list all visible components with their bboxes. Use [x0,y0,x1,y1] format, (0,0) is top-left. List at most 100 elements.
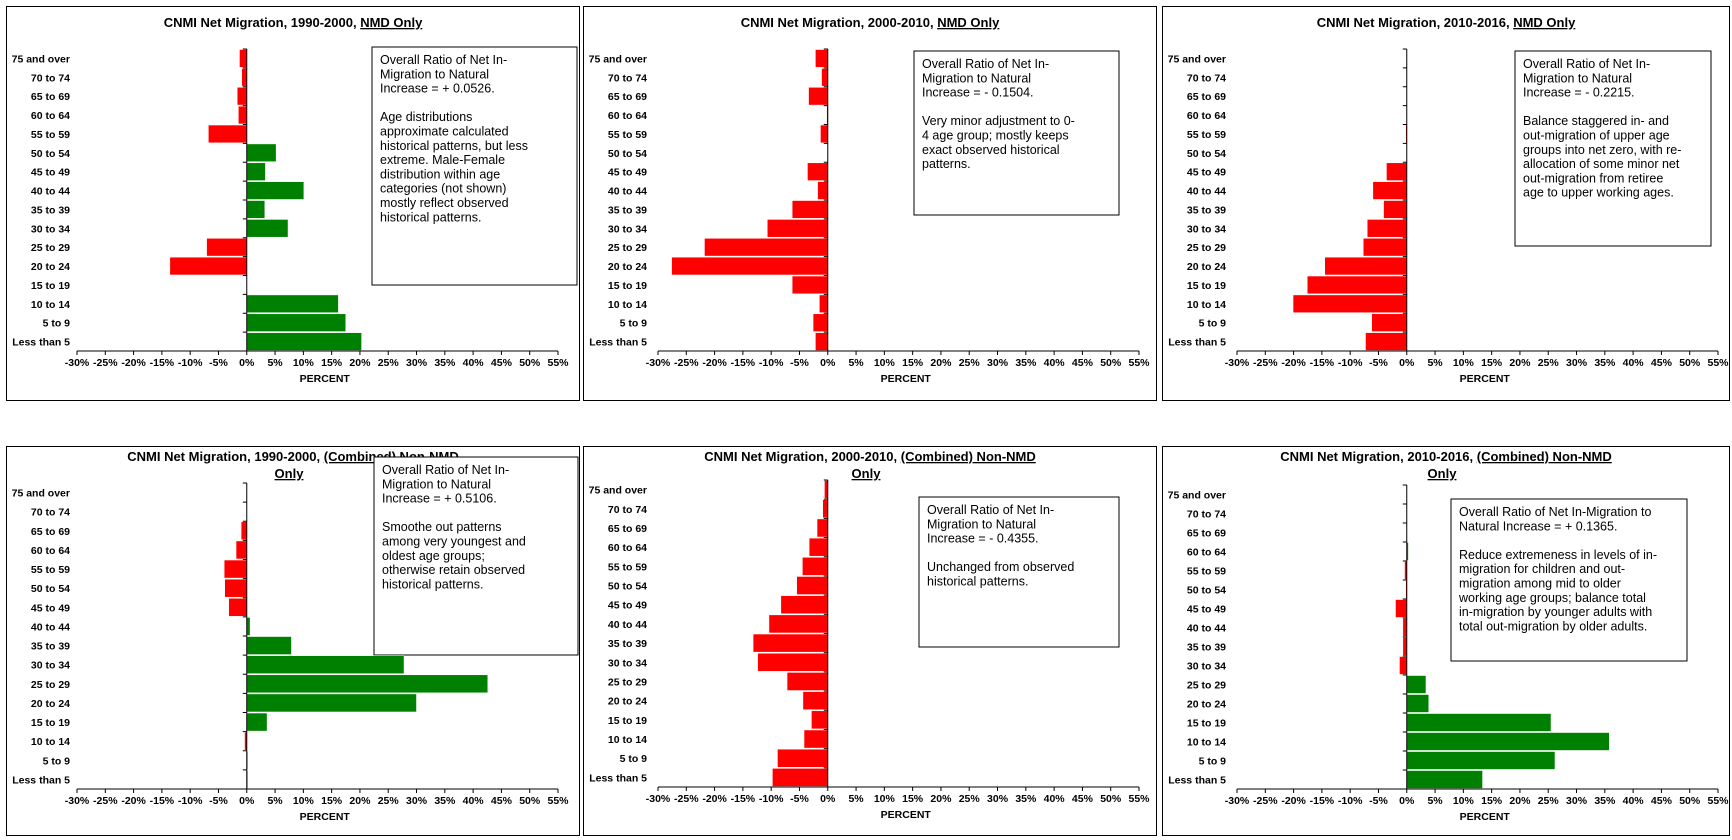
category-label: 15 to 19 [1187,718,1226,730]
category-label: 75 and over [589,485,647,497]
bar-13 [803,729,829,749]
x-tick-label: -20% [121,795,146,807]
category-label: 75 and over [12,488,70,500]
x-tick-label: 15% [1481,795,1503,807]
note-text: Overall Ratio of Net In-Migration to Nat… [380,53,528,224]
x-tick-label: 50% [1100,793,1122,805]
category-label: 15 to 19 [608,715,647,727]
x-tick-label: -5% [790,793,809,805]
bar-4 [802,556,829,576]
bar-7 [1372,181,1408,200]
note-text: Overall Ratio of Net In-Migration to Nat… [927,503,1074,589]
chart-svg: CNMI Net Migration, 2010-2016, NMD Only O… [1168,15,1730,385]
category-label: 40 to 44 [31,186,70,198]
category-label: 75 and over [1168,490,1226,502]
x-tick-label: 45% [1072,793,1094,805]
x-tick-label: -30% [646,793,671,805]
x-axis-label: PERCENT [1460,811,1511,823]
bar-10 [246,674,489,694]
x-tick-label: 5% [1427,795,1443,807]
category-label: 70 to 74 [608,72,647,84]
category-label: 20 to 24 [1187,261,1226,273]
category-label: 20 to 24 [608,261,647,273]
x-tick-label: 0% [1399,357,1415,369]
x-tick-label: 25% [959,793,981,805]
x-tick-label: 5% [848,357,864,369]
x-tick-label: 45% [1651,795,1673,807]
x-axis-label: PERCENT [1460,373,1511,385]
x-tick-label: 40% [1623,795,1645,807]
x-tick-label: 50% [519,357,541,369]
note-box [1514,50,1712,247]
x-tick-label: -5% [209,795,228,807]
category-label: 70 to 74 [1187,72,1226,84]
x-tick-label: 45% [1072,357,1094,369]
chart-title: CNMI Net Migration, 2010-2016, (Combined… [1280,449,1612,464]
x-axis-label: PERCENT [881,373,932,385]
bar-8 [752,633,829,653]
category-label: 55 to 59 [31,564,70,576]
x-tick-label: 20% [930,357,952,369]
category-label: 35 to 39 [1187,642,1226,654]
x-tick-label: 50% [1679,795,1701,807]
bar-12 [246,712,268,732]
category-label: 20 to 24 [31,698,70,710]
bar-0 [824,480,829,499]
x-tick-label: -30% [1225,795,1250,807]
bar-11 [169,256,248,276]
x-tick-label: 15% [902,793,924,805]
bar-8 [246,200,266,219]
bar-6 [228,597,248,617]
chart-panel-4: CNMI Net Migration, 1990-2000, (Combined… [6,446,580,836]
x-tick-label: 55% [1707,795,1729,807]
category-label: Less than 5 [1168,337,1226,349]
bar-3 [808,537,829,557]
bar-5 [224,578,248,598]
chart-panel-3: CNMI Net Migration, 2010-2016, NMD Only O… [1162,6,1730,401]
x-tick-label: -15% [731,793,756,805]
x-tick-label: 55% [1128,793,1150,805]
bar-11 [246,693,417,713]
x-tick-label: 30% [987,793,1009,805]
chart-panel-5: CNMI Net Migration, 2000-2010, (Combined… [583,446,1157,836]
x-tick-label: 10% [874,793,896,805]
x-tick-label: -5% [1369,795,1388,807]
category-label: 60 to 64 [31,110,70,122]
bar-7 [817,181,829,200]
bar-13 [1292,294,1408,314]
x-tick-label: 0% [1399,795,1415,807]
x-tick-label: 10% [293,357,315,369]
x-tick-label: 0% [239,795,255,807]
x-axis-label: PERCENT [300,811,351,823]
x-tick-label: -10% [759,357,784,369]
category-label: 30 to 34 [608,223,647,235]
category-label: 10 to 14 [31,736,70,748]
category-label: 5 to 9 [43,318,71,330]
bar-2 [240,521,248,541]
x-tick-label: -15% [1310,795,1335,807]
x-tick-label: 15% [321,795,343,807]
bar-15 [1406,770,1483,789]
bar-6 [1395,599,1408,618]
category-label: 60 to 64 [31,545,70,557]
category-label: 35 to 39 [1187,204,1226,216]
x-tick-label: 30% [987,357,1009,369]
x-tick-label: 35% [434,795,456,807]
category-label: 65 to 69 [31,526,70,538]
bar-7 [1402,618,1408,637]
category-label: 45 to 49 [608,167,647,179]
category-label: 30 to 34 [31,660,70,672]
x-tick-label: -5% [790,357,809,369]
category-label: 20 to 24 [608,696,647,708]
x-tick-label: 50% [1679,357,1701,369]
chart-svg: CNMI Net Migration, 2010-2016, (Combined… [1168,449,1730,823]
x-tick-label: 35% [434,357,456,369]
category-label: 5 to 9 [1199,756,1227,768]
x-tick-label: 35% [1594,795,1616,807]
chart-title-line2: Only [852,466,882,481]
category-label: 15 to 19 [31,280,70,292]
bar-13 [246,294,339,314]
bar-8 [791,200,829,219]
x-tick-label: 55% [547,357,569,369]
bar-4 [820,124,829,144]
